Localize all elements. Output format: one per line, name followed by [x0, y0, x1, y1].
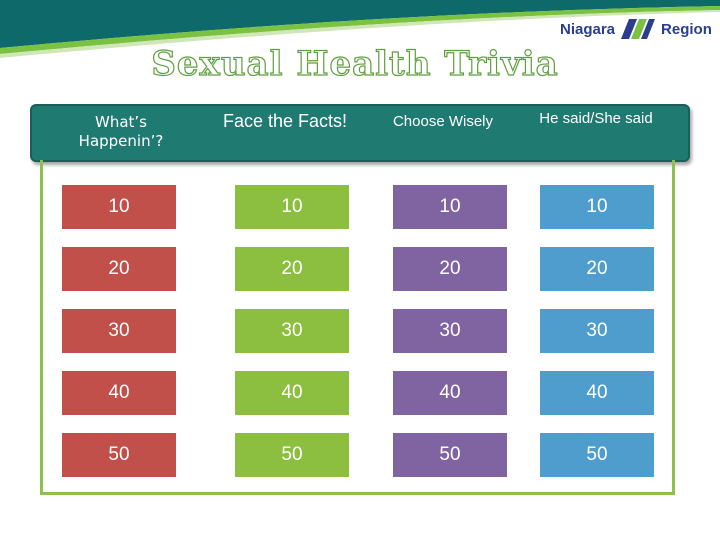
trivia-tile[interactable]: 40 — [62, 371, 176, 415]
logo-right-word: Region — [661, 20, 712, 38]
trivia-tile[interactable]: 30 — [540, 309, 654, 353]
decorative-top-band — [0, 0, 720, 60]
game-board-frame — [40, 160, 675, 495]
trivia-tile[interactable]: 40 — [540, 371, 654, 415]
trivia-tile[interactable]: 50 — [393, 433, 507, 477]
trivia-tile[interactable]: 10 — [62, 185, 176, 229]
trivia-tile[interactable]: 20 — [393, 247, 507, 291]
trivia-tile[interactable]: 10 — [235, 185, 349, 229]
niagara-region-logo: Niagara Region — [560, 14, 712, 44]
trivia-tile[interactable]: 30 — [62, 309, 176, 353]
category-header-2: Face the Facts! — [222, 111, 348, 131]
trivia-tile[interactable]: 20 — [62, 247, 176, 291]
trivia-tile[interactable]: 50 — [235, 433, 349, 477]
trivia-tile[interactable]: 20 — [540, 247, 654, 291]
category-header-bar — [30, 104, 690, 162]
trivia-tile[interactable]: 30 — [393, 309, 507, 353]
category-header-1: What’s Happenin’? — [78, 113, 164, 150]
logo-left-word: Niagara — [560, 20, 616, 38]
trivia-tile[interactable]: 50 — [62, 433, 176, 477]
trivia-tile[interactable]: 40 — [393, 371, 507, 415]
category-header-4: He said/She said — [539, 110, 653, 127]
trivia-tile[interactable]: 10 — [393, 185, 507, 229]
trivia-tile[interactable]: 30 — [235, 309, 349, 353]
category-header-3: Choose Wisely — [392, 113, 494, 130]
page-title: Sexual Health Trivia — [151, 43, 559, 84]
trivia-tile[interactable]: 40 — [235, 371, 349, 415]
trivia-tile[interactable]: 20 — [235, 247, 349, 291]
trivia-tile[interactable]: 10 — [540, 185, 654, 229]
logo-mark-icon — [621, 19, 656, 39]
trivia-tile[interactable]: 50 — [540, 433, 654, 477]
